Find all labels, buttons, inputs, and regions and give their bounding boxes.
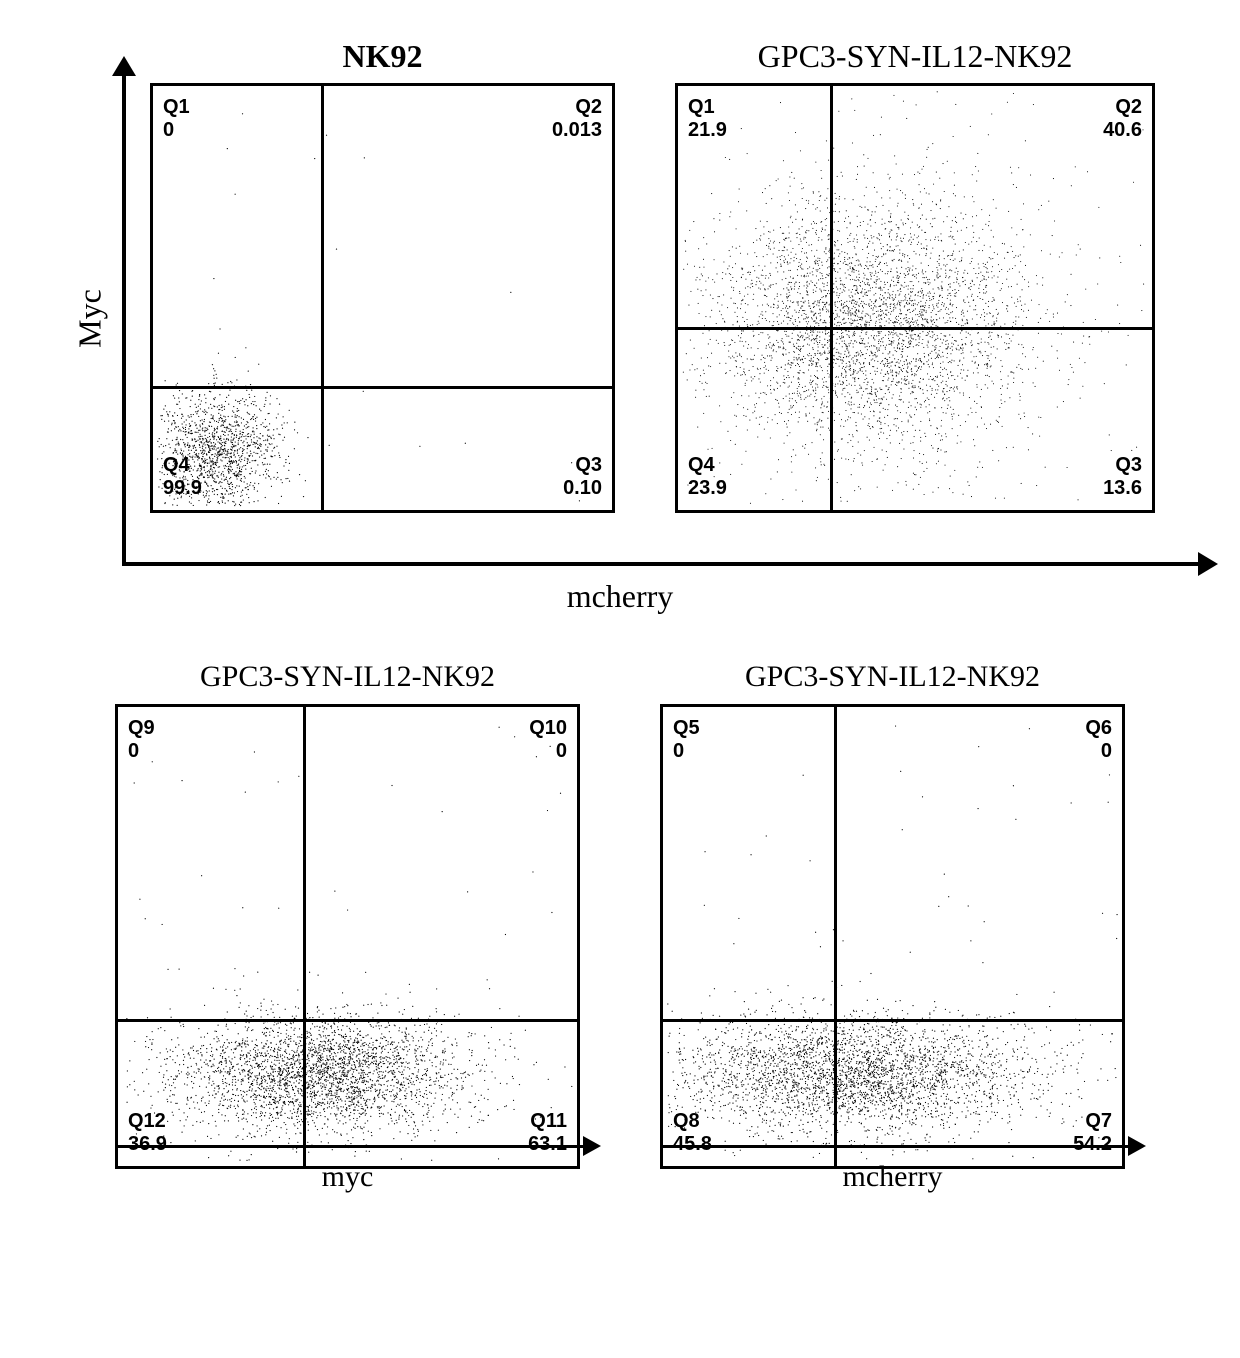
bl-x-axis-arrowhead [583, 1136, 601, 1156]
q1-label: Q9 0 [128, 717, 155, 763]
plot-box: Q5 0 Q6 0 Q7 54.2 Q8 45.8 [660, 704, 1125, 1169]
br-x-axis [660, 1145, 1130, 1148]
q3-label: Q11 63.1 [528, 1110, 567, 1156]
plot-box: Q9 0 Q10 0 Q11 63.1 Q12 36.9 [115, 704, 580, 1169]
bl-x-axis [115, 1145, 585, 1148]
quadrant-hline [678, 327, 1152, 330]
plot-nk92: NK92 Q1 0 Q2 0.013 Q3 0.10 Q4 99.9 [150, 38, 615, 513]
top-y-axis-label: Myc [72, 259, 109, 379]
figure-root: Myc mcherry NK92 Q1 0 Q2 0.013 Q3 0.10 Q… [20, 20, 1220, 1338]
quadrant-vline [303, 707, 306, 1166]
q3-label: Q7 54.2 [1073, 1110, 1112, 1156]
q3-label: Q3 0.10 [563, 454, 602, 500]
q2-label: Q2 40.6 [1103, 96, 1142, 142]
plot-title: GPC3-SYN-IL12-NK92 [115, 660, 580, 694]
scatter-points [678, 86, 1152, 510]
q2-label: Q6 0 [1085, 717, 1112, 763]
q4-label: Q4 23.9 [688, 454, 727, 500]
q2-label: Q10 0 [529, 717, 567, 763]
plot-box: Q1 21.9 Q2 40.6 Q3 13.6 Q4 23.9 [675, 83, 1155, 513]
plot-title: NK92 [150, 38, 615, 75]
br-x-axis-arrowhead [1128, 1136, 1146, 1156]
q1-label: Q5 0 [673, 717, 700, 763]
top-y-axis [122, 66, 126, 566]
scatter-points [118, 707, 577, 1166]
q4-label: Q8 45.8 [673, 1110, 712, 1156]
bl-x-axis-label: myc [115, 1160, 580, 1194]
quadrant-vline [830, 86, 833, 510]
plot-gpc3-mcherry: GPC3-SYN-IL12-NK92 Q5 0 Q6 0 Q7 54.2 Q8 … [660, 660, 1125, 1169]
scatter-points [153, 86, 612, 510]
q4-label: Q12 36.9 [128, 1110, 167, 1156]
quadrant-hline [663, 1019, 1122, 1022]
top-x-axis [122, 562, 1200, 566]
plot-title: GPC3-SYN-IL12-NK92 [660, 660, 1125, 694]
q3-label: Q3 13.6 [1103, 454, 1142, 500]
plot-title: GPC3-SYN-IL12-NK92 [675, 38, 1155, 75]
plot-gpc3-top: GPC3-SYN-IL12-NK92 Q1 21.9 Q2 40.6 Q3 13… [675, 38, 1155, 513]
quadrant-hline [153, 386, 612, 389]
plot-gpc3-myc: GPC3-SYN-IL12-NK92 Q9 0 Q10 0 Q11 63.1 Q… [115, 660, 580, 1169]
top-x-axis-label: mcherry [420, 578, 820, 615]
quadrant-vline [834, 707, 837, 1166]
q2-label: Q2 0.013 [552, 96, 602, 142]
top-x-axis-arrowhead [1198, 552, 1218, 576]
br-x-axis-label: mcherry [660, 1160, 1125, 1194]
quadrant-vline [321, 86, 324, 510]
q1-label: Q1 0 [163, 96, 190, 142]
quadrant-hline [118, 1019, 577, 1022]
plot-box: Q1 0 Q2 0.013 Q3 0.10 Q4 99.9 [150, 83, 615, 513]
q4-label: Q4 99.9 [163, 454, 202, 500]
top-y-axis-arrowhead [112, 56, 136, 76]
q1-label: Q1 21.9 [688, 96, 727, 142]
scatter-points [663, 707, 1122, 1166]
